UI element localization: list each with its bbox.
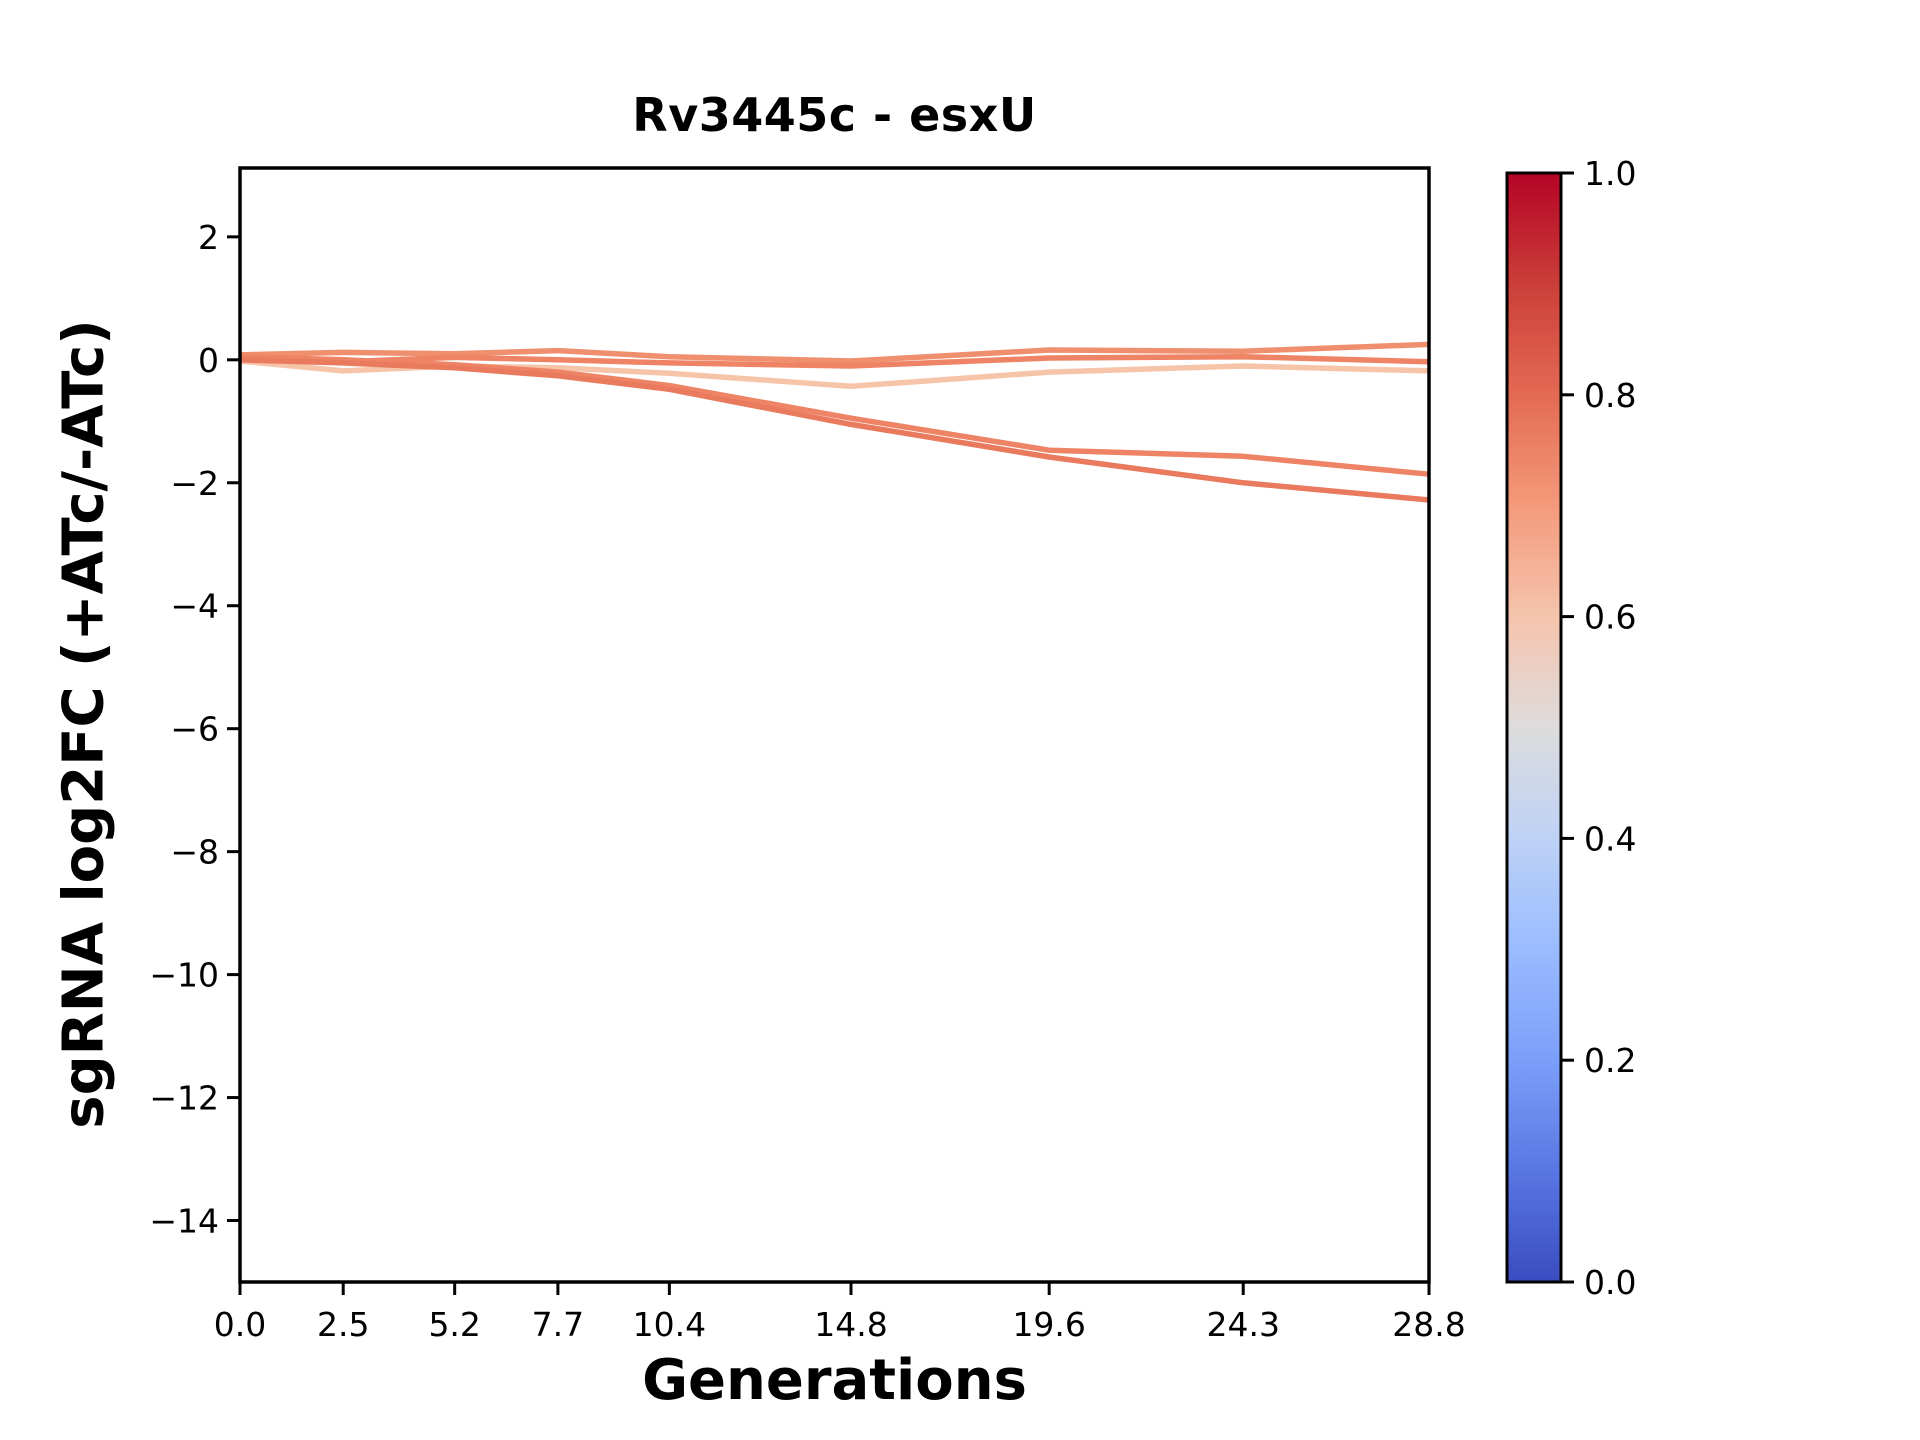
y-tick-label: −12 bbox=[149, 1079, 219, 1118]
chart-title: Rv3445c - esxU bbox=[632, 88, 1037, 142]
y-tick-label: −10 bbox=[149, 956, 219, 995]
sgRNA-line-3 bbox=[239, 358, 1430, 390]
y-tick-label: 2 bbox=[198, 218, 219, 257]
sgRNA-line-4 bbox=[239, 353, 1430, 477]
x-tick-label: 7.7 bbox=[532, 1305, 584, 1344]
y-tick-label: 0 bbox=[198, 341, 219, 380]
sgRNA-line-1 bbox=[239, 341, 1430, 364]
y-tick-label: −6 bbox=[170, 710, 219, 749]
colorbar-tick-label: 0.4 bbox=[1584, 819, 1636, 858]
y-tick-label: −4 bbox=[170, 587, 219, 626]
x-tick-label: 0.0 bbox=[214, 1305, 266, 1344]
y-tick-label: −8 bbox=[170, 833, 219, 872]
x-tick-label: 24.3 bbox=[1206, 1305, 1279, 1344]
x-tick-label: 14.8 bbox=[814, 1305, 887, 1344]
x-axis-label: Generations bbox=[642, 1348, 1027, 1413]
y-tick-label: −2 bbox=[170, 464, 219, 503]
x-tick-label: 2.5 bbox=[317, 1305, 369, 1344]
colorbar bbox=[1505, 171, 1563, 1284]
colorbar-tick-label: 0.2 bbox=[1584, 1041, 1636, 1080]
x-tick-label: 5.2 bbox=[428, 1305, 480, 1344]
y-axis-label: sgRNA log2FC (+ATc/-ATc) bbox=[51, 319, 117, 1129]
colorbar-tick-label: 1.0 bbox=[1584, 154, 1636, 193]
sgRNA-line-5 bbox=[239, 357, 1430, 503]
colorbar-tick-label: 0.8 bbox=[1584, 376, 1636, 415]
axes-frame bbox=[238, 166, 1431, 1284]
x-tick-label: 10.4 bbox=[633, 1305, 706, 1344]
x-tick-label: 28.8 bbox=[1392, 1305, 1465, 1344]
y-tick-label: −14 bbox=[149, 1202, 219, 1241]
colorbar-tick-label: 0.0 bbox=[1584, 1263, 1636, 1302]
colorbar-tick-label: 0.6 bbox=[1584, 598, 1636, 637]
x-tick-label: 19.6 bbox=[1012, 1305, 1085, 1344]
